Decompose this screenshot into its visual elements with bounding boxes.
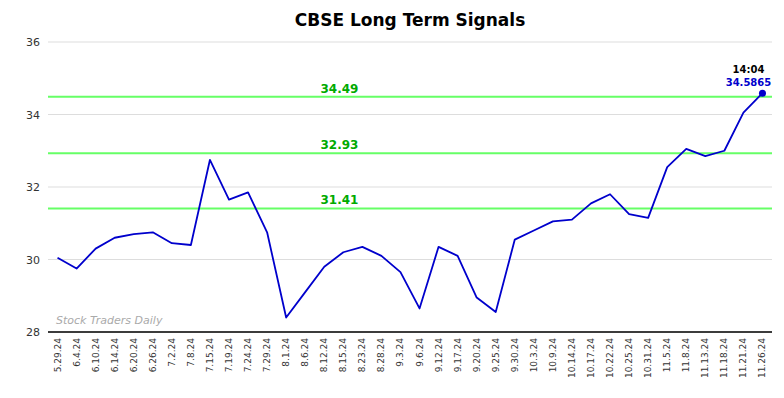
x-tick-label: 8.6.24 bbox=[300, 338, 310, 367]
x-tick-label: 10.22.24 bbox=[605, 338, 615, 378]
grid-line bbox=[48, 187, 772, 188]
x-tick-label: 7.19.24 bbox=[224, 338, 234, 373]
x-tick-label: 11.13.24 bbox=[700, 338, 710, 378]
signal-line bbox=[48, 96, 772, 98]
x-tick-label: 9.3.24 bbox=[395, 338, 405, 367]
y-tick-label: 28 bbox=[26, 326, 40, 339]
x-tick-label: 11.18.24 bbox=[719, 338, 729, 378]
y-tick-label: 34 bbox=[26, 109, 40, 122]
annotation-value: 34.5865 bbox=[726, 77, 772, 88]
x-tick-label: 6.20.24 bbox=[129, 338, 139, 373]
signal-line bbox=[48, 152, 772, 154]
signal-label: 32.93 bbox=[321, 138, 359, 152]
signal-line bbox=[48, 207, 772, 209]
price-line bbox=[58, 93, 763, 317]
hline-group bbox=[48, 97, 772, 209]
x-tick-label: 9.6.24 bbox=[415, 338, 425, 367]
x-tick-label: 10.25.24 bbox=[624, 338, 634, 378]
x-tick-label: 5.29.24 bbox=[53, 338, 63, 373]
x-tick-label: 11.21.24 bbox=[738, 338, 748, 378]
x-tick-label: 10.17.24 bbox=[586, 338, 596, 378]
title: CBSE Long Term Signals bbox=[295, 10, 526, 30]
series-group bbox=[58, 90, 766, 318]
x-tick-label: 11.26.24 bbox=[757, 338, 767, 378]
x-tick-label: 10.31.24 bbox=[643, 338, 653, 378]
x-tick-label: 8.15.24 bbox=[338, 338, 348, 373]
x-tick-label: 10.9.24 bbox=[548, 338, 558, 373]
x-tick-label: 6.4.24 bbox=[72, 338, 82, 367]
x-tick-label: 9.12.24 bbox=[434, 338, 444, 373]
annotation-time: 14:04 bbox=[733, 64, 765, 75]
x-tick-label: 11.5.24 bbox=[662, 338, 672, 373]
x-tick-label: 7.8.24 bbox=[186, 338, 196, 367]
x-tick-label: 9.20.24 bbox=[472, 338, 482, 373]
x-tick-label: 9.25.24 bbox=[491, 338, 501, 373]
x-tick-label: 9.30.24 bbox=[510, 338, 520, 373]
y-tick-label: 32 bbox=[26, 181, 40, 194]
x-tick-label: 6.10.24 bbox=[91, 338, 101, 373]
x-tick-label: 8.1.24 bbox=[281, 338, 291, 367]
x-tick-label: 8.23.24 bbox=[357, 338, 367, 373]
grid-line bbox=[48, 259, 772, 260]
last-point bbox=[759, 90, 766, 97]
grid-line bbox=[48, 332, 772, 333]
x-tick-label: 7.29.24 bbox=[262, 338, 272, 373]
x-tick-label: 8.28.24 bbox=[376, 338, 386, 373]
signal-label: 31.41 bbox=[321, 193, 359, 207]
watermark: Stock Traders Daily bbox=[56, 314, 163, 327]
x-tick-label: 6.26.24 bbox=[148, 338, 158, 373]
x-tick-label: 7.24.24 bbox=[243, 338, 253, 373]
x-tick-label: 10.3.24 bbox=[529, 338, 539, 373]
y-tick-label: 36 bbox=[26, 36, 40, 49]
x-tick-label: 10.14.24 bbox=[567, 338, 577, 378]
x-tick-label: 8.12.24 bbox=[319, 338, 329, 373]
y-tick-label: 30 bbox=[26, 254, 40, 267]
signal-label: 34.49 bbox=[321, 82, 359, 96]
x-tick-label: 7.2.24 bbox=[167, 338, 177, 367]
x-tick-label: 6.14.24 bbox=[110, 338, 120, 373]
grid-line bbox=[48, 42, 772, 43]
x-axis bbox=[48, 331, 772, 333]
chart: CBSE Long Term Signals 28 30 32 34 36 5.29.24 6… bbox=[0, 0, 784, 398]
x-tick-label: 11.8.24 bbox=[681, 338, 691, 373]
x-tick-label: 7.15.24 bbox=[205, 338, 215, 373]
x-tick-label: 9.17.24 bbox=[453, 338, 463, 373]
grid-line bbox=[48, 114, 772, 115]
